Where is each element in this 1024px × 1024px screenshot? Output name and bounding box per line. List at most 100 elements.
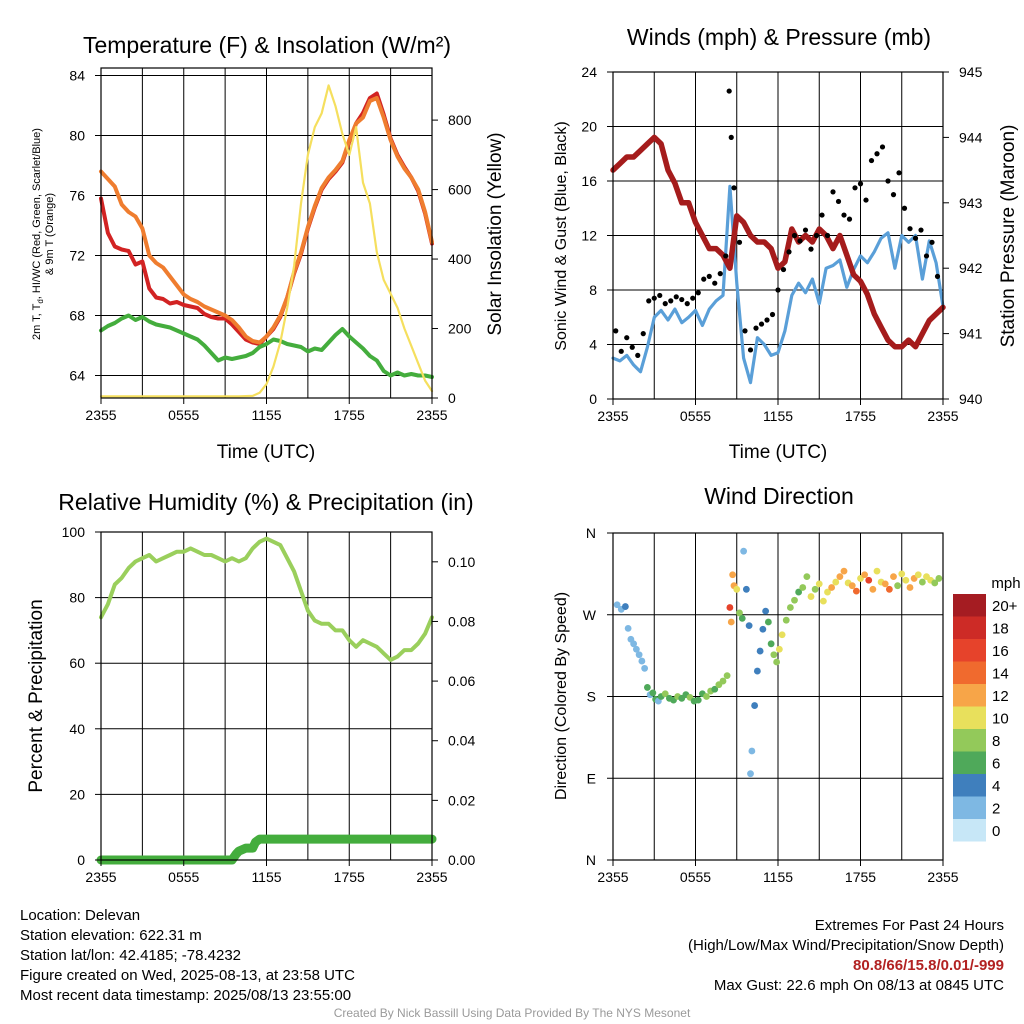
wind-direction-point bbox=[795, 588, 803, 596]
legend-label: 18 bbox=[992, 621, 1009, 638]
x-tick-label: 2355 bbox=[597, 869, 628, 885]
gust-point bbox=[912, 235, 919, 241]
gust-point bbox=[835, 198, 842, 205]
legend-swatch bbox=[953, 661, 986, 684]
gust-point bbox=[753, 325, 759, 331]
y2-tick-label: 0.00 bbox=[448, 852, 475, 868]
y-tick-label: 20 bbox=[581, 119, 597, 135]
9m-t-line bbox=[99, 96, 434, 345]
winds-y2-axis-label: Station Pressure (Maroon) bbox=[998, 125, 1019, 348]
y2-tick-label: 400 bbox=[448, 251, 472, 267]
wind-direction-point bbox=[902, 576, 910, 584]
wind-direction-point bbox=[740, 547, 748, 555]
y2-tick-label: 0.04 bbox=[448, 733, 475, 749]
gust-point bbox=[934, 273, 941, 279]
y2-tick-label: 942 bbox=[959, 260, 983, 276]
x-tick-label: 2355 bbox=[85, 869, 116, 885]
extremes-subtitle: (High/Low/Max Wind/Precipitation/Snow De… bbox=[688, 937, 1004, 954]
winds-x-axis-label: Time (UTC) bbox=[729, 442, 828, 463]
wind-direction-point bbox=[848, 582, 856, 590]
wind-direction-point bbox=[935, 575, 943, 582]
humidity-y-ticks: 0 20 40 60 80 100 bbox=[62, 524, 101, 868]
gust-point bbox=[846, 216, 853, 222]
gust-point bbox=[824, 232, 831, 239]
temperature-y2-ticks: 0 200 400 600 800 bbox=[432, 112, 472, 406]
wind-direction-point bbox=[643, 684, 651, 691]
legend-swatch bbox=[953, 706, 986, 729]
legend-label: 20+ bbox=[992, 598, 1018, 615]
humidity-x-ticks: 2355 0555 1155 1755 2355 bbox=[85, 860, 448, 885]
humidity-chart-title: Relative Humidity (%) & Precipitation (i… bbox=[58, 489, 473, 515]
temperature-panel: Temperature (F) & Insolation (W/m²) 2355… bbox=[31, 32, 506, 463]
station-pressure-line bbox=[610, 134, 946, 350]
wind-direction-point bbox=[624, 624, 632, 632]
y2-tick-label: 944 bbox=[959, 129, 983, 145]
gust-point bbox=[726, 88, 732, 94]
x-tick-label: 2355 bbox=[597, 408, 628, 424]
wind-direction-point bbox=[632, 645, 640, 653]
x-tick-label: 0555 bbox=[168, 407, 199, 423]
wind-direction-point bbox=[782, 616, 790, 624]
gust-point bbox=[613, 328, 619, 334]
wind-direction-point bbox=[778, 631, 786, 639]
x-tick-label: 2355 bbox=[416, 869, 447, 885]
gust-point bbox=[890, 192, 897, 198]
winds-panel: Winds (mph) & Pressure (mb) 2355 0555 1155… bbox=[553, 24, 1019, 463]
gust-point bbox=[662, 301, 668, 307]
gust-point bbox=[712, 280, 718, 286]
wind-direction-point bbox=[885, 585, 893, 593]
wind-direction-point bbox=[756, 647, 764, 655]
wind-direction-point bbox=[759, 625, 767, 633]
winds-y-axis-label: Sonic Wind & Gust (Blue, Black) bbox=[553, 121, 570, 350]
gust-point bbox=[640, 331, 646, 337]
wind-direction-point bbox=[638, 657, 646, 665]
x-tick-label: 1755 bbox=[334, 407, 365, 423]
wind-direction-point bbox=[649, 689, 657, 697]
wind-direction-point bbox=[630, 640, 638, 648]
y-tick-label: 16 bbox=[581, 173, 597, 189]
insolation-line bbox=[99, 84, 434, 398]
gust-point bbox=[780, 266, 787, 273]
wind-direction-point bbox=[729, 571, 737, 579]
wind-direction-point bbox=[873, 567, 881, 575]
gust-point bbox=[802, 227, 809, 233]
y-tick-label: 4 bbox=[589, 337, 597, 353]
legend-swatch bbox=[953, 639, 986, 662]
precipitation-line bbox=[96, 834, 437, 865]
gust-point bbox=[874, 151, 880, 157]
x-tick-label: 2355 bbox=[416, 407, 447, 423]
y-tick-label: N bbox=[586, 525, 596, 541]
legend-label: 10 bbox=[992, 711, 1009, 728]
winds-x-ticks: 2355 0555 1155 1755 2355 bbox=[597, 399, 959, 424]
humidity-y-axis-label: Percent & Precipitation bbox=[26, 599, 47, 792]
wind-direction-point bbox=[819, 597, 827, 605]
wind-direction-point bbox=[791, 596, 798, 604]
temperature-x-ticks: 2355 0555 1155 1755 2355 bbox=[85, 398, 448, 423]
legend-swatch bbox=[953, 684, 986, 707]
wind-direction-chart-title: Wind Direction bbox=[704, 483, 854, 509]
wind-direction-point bbox=[736, 609, 743, 617]
gust-point bbox=[758, 321, 765, 327]
gust-point bbox=[791, 232, 798, 239]
y-tick-label: 0 bbox=[77, 852, 85, 868]
wind-direction-point bbox=[613, 601, 621, 609]
y2-tick-label: 940 bbox=[959, 391, 983, 407]
gust-point bbox=[901, 205, 908, 211]
gust-point bbox=[775, 287, 781, 293]
wind-direction-y-axis-label: Direction (Colored By Speed) bbox=[553, 592, 570, 800]
y2-tick-label: 941 bbox=[959, 326, 983, 342]
extremes-title: Extremes For Past 24 Hours bbox=[814, 917, 1004, 934]
y-tick-label: 40 bbox=[69, 721, 85, 737]
wind-direction-grid bbox=[613, 533, 943, 860]
legend-title: mph bbox=[991, 575, 1020, 592]
wind-direction-point bbox=[786, 604, 794, 611]
y2-tick-label: 0.10 bbox=[448, 554, 475, 570]
y2-tick-label: 600 bbox=[448, 182, 472, 198]
x-tick-label: 0555 bbox=[168, 869, 199, 885]
wind-direction-point bbox=[852, 587, 860, 595]
sonic-wind-line bbox=[611, 184, 945, 385]
y2-tick-label: 800 bbox=[448, 112, 472, 128]
humidity-grid bbox=[101, 532, 432, 860]
x-tick-label: 1755 bbox=[845, 408, 876, 424]
